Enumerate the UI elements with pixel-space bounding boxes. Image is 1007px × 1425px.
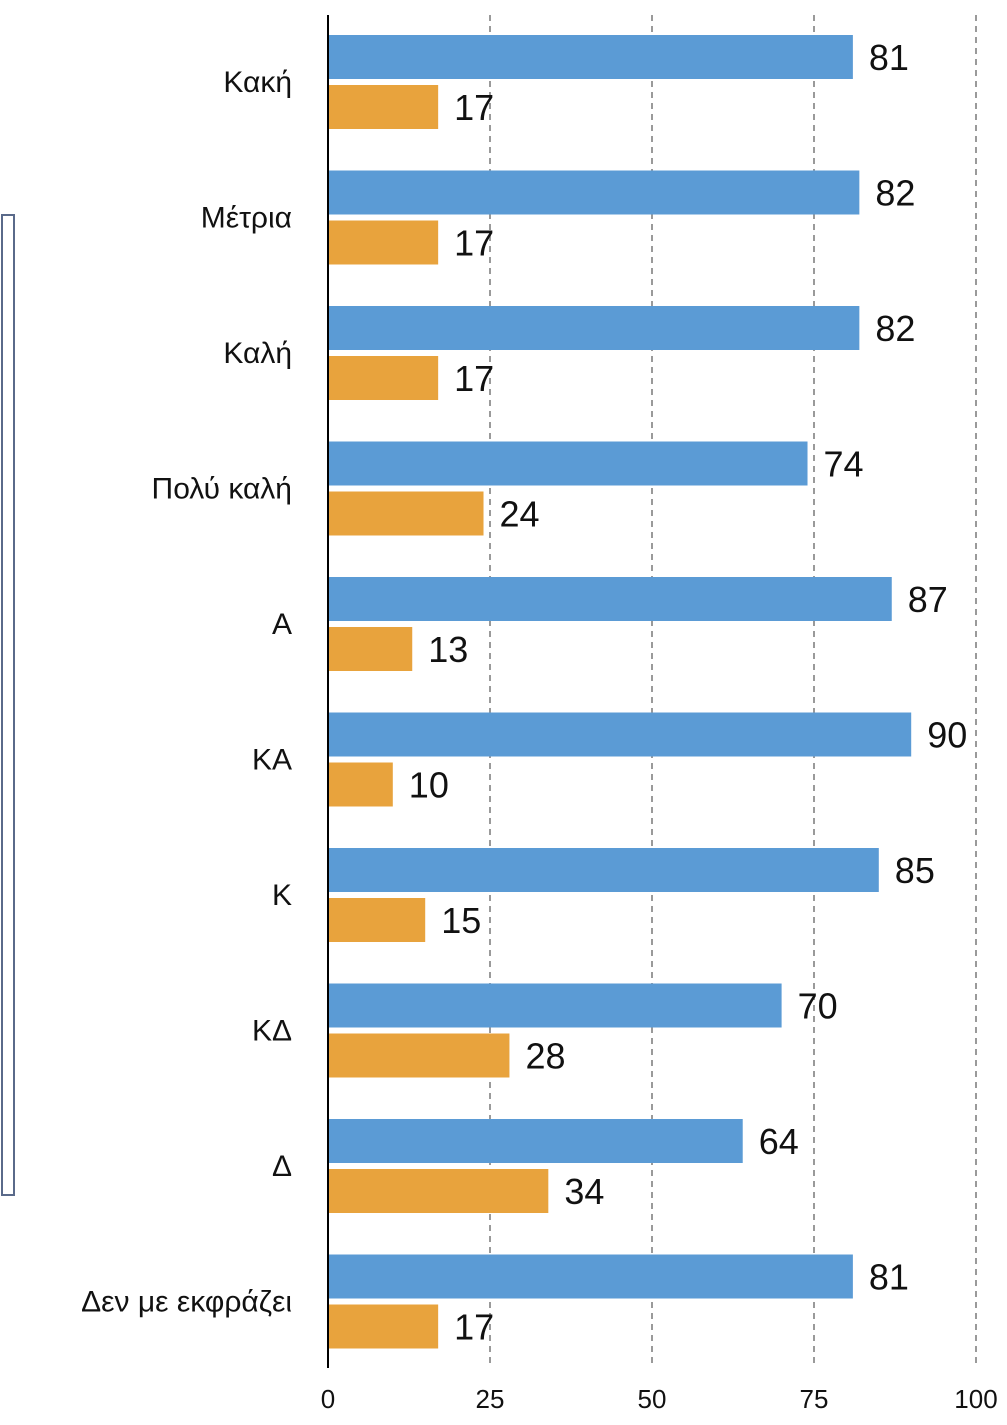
data-label: 28 [525, 1036, 565, 1077]
legend-frame [2, 215, 14, 1195]
category-label: Πολύ καλή [152, 473, 292, 506]
bar-series-1 [328, 1119, 743, 1163]
bar-series-1 [328, 577, 892, 621]
category-label: Κ [272, 879, 292, 912]
bar-series-2 [328, 85, 438, 129]
data-label: 81 [869, 1257, 909, 1298]
category-label: Κακή [223, 66, 292, 99]
bar-series-1 [328, 171, 859, 215]
data-label: 24 [500, 494, 540, 535]
data-label: 17 [454, 358, 494, 399]
data-label: 64 [759, 1121, 799, 1162]
x-tick-label: 0 [321, 1384, 335, 1414]
data-label: 34 [564, 1171, 604, 1212]
bar-series-2 [328, 898, 425, 942]
data-label: 15 [441, 900, 481, 941]
x-tick-label: 25 [476, 1384, 505, 1414]
bar-series-2 [328, 492, 484, 536]
bar-series-1 [328, 713, 911, 757]
category-label: Α [272, 608, 292, 641]
category-label: Μέτρια [201, 202, 292, 235]
bar-series-1 [328, 442, 808, 486]
data-label: 90 [927, 715, 967, 756]
data-label: 85 [895, 850, 935, 891]
category-label: ΚΑ [252, 744, 292, 777]
category-label: ΚΔ [252, 1015, 292, 1048]
bar-series-1 [328, 848, 879, 892]
bar-series-2 [328, 1305, 438, 1349]
data-label: 70 [798, 986, 838, 1027]
bar-series-2 [328, 1034, 509, 1078]
data-label: 13 [428, 629, 468, 670]
data-label: 10 [409, 765, 449, 806]
data-label: 17 [454, 223, 494, 264]
x-tick-label: 50 [638, 1384, 667, 1414]
data-label: 74 [824, 444, 864, 485]
bars [328, 35, 911, 1349]
bar-series-2 [328, 1169, 548, 1213]
bar-series-1 [328, 984, 782, 1028]
data-label: 82 [875, 308, 915, 349]
category-label: Δ [272, 1150, 292, 1183]
data-label: 82 [875, 173, 915, 214]
category-label: Καλή [223, 337, 292, 370]
x-tick-label: 75 [800, 1384, 829, 1414]
x-tick-label: 100 [954, 1384, 997, 1414]
gridlines [490, 15, 976, 1368]
bar-series-2 [328, 763, 393, 807]
category-label: Δεν με εκφράζει [81, 1286, 292, 1319]
data-label: 87 [908, 579, 948, 620]
bar-series-2 [328, 221, 438, 265]
bar-series-1 [328, 35, 853, 79]
bar-series-1 [328, 1255, 853, 1299]
data-label: 17 [454, 1307, 494, 1348]
bar-series-2 [328, 627, 412, 671]
bar-series-1 [328, 306, 859, 350]
data-label: 81 [869, 37, 909, 78]
bar-series-2 [328, 356, 438, 400]
data-label: 17 [454, 87, 494, 128]
